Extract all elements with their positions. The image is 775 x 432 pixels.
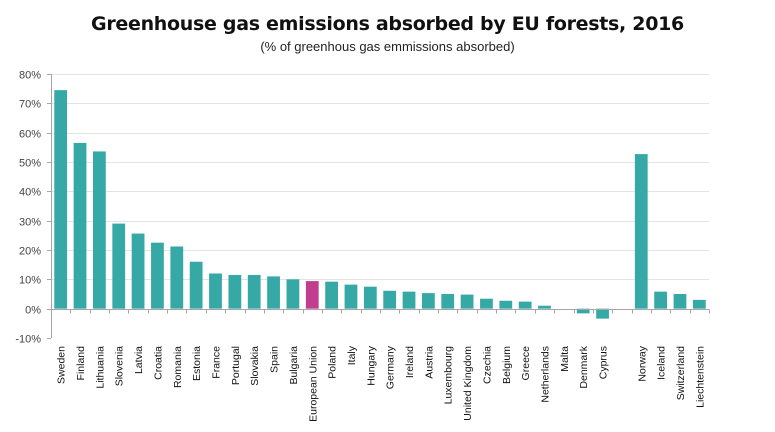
x-tick-label: Romania bbox=[172, 346, 184, 388]
chart-title: Greenhouse gas emissions absorbed by EU … bbox=[91, 13, 684, 35]
x-tick-label: Lithuania bbox=[94, 346, 106, 389]
bar-poland bbox=[325, 281, 339, 309]
x-tick-label: Hungary bbox=[365, 345, 377, 385]
y-tick-label: 70% bbox=[19, 99, 41, 111]
bar-switzerland bbox=[673, 294, 687, 309]
bar-bulgaria bbox=[286, 279, 300, 309]
bar-latvia bbox=[131, 233, 145, 309]
bar-portugal bbox=[228, 274, 242, 309]
x-tick-label: France bbox=[211, 346, 223, 379]
x-tick-label: Malta bbox=[559, 346, 571, 372]
bar-italy bbox=[344, 284, 358, 309]
y-tick-label: 20% bbox=[19, 246, 41, 258]
bar-finland bbox=[73, 142, 87, 309]
bar-austria bbox=[421, 293, 435, 309]
x-tick-label: Germany bbox=[385, 345, 397, 389]
bar-germany bbox=[383, 290, 397, 309]
bar-spain bbox=[267, 276, 280, 309]
bar-cyprus bbox=[596, 308, 609, 319]
y-tick-label: 40% bbox=[19, 187, 41, 199]
bar-united-kingdom bbox=[460, 294, 474, 309]
bar-liechtenstein bbox=[692, 299, 706, 309]
x-tick-label: Spain bbox=[269, 346, 281, 373]
x-tick-label: Slovakia bbox=[249, 346, 261, 386]
y-tick-label: 0% bbox=[25, 305, 41, 317]
bar-greece bbox=[518, 301, 532, 309]
x-tick-label: Czechia bbox=[481, 346, 493, 384]
bar-denmark bbox=[576, 308, 590, 314]
x-tick-label: Croatia bbox=[152, 346, 164, 380]
x-axis-ticks: Sweden Finland Lithuania Slovenia Latvia Croa… bbox=[56, 345, 707, 422]
x-tick-label: Bulgaria bbox=[288, 346, 300, 385]
bar-croatia bbox=[151, 242, 164, 309]
x-tick-label: Ireland bbox=[404, 346, 416, 378]
bar-belgium bbox=[499, 300, 513, 309]
gridlines bbox=[51, 74, 709, 280]
y-tick-label: -10% bbox=[15, 334, 41, 346]
bar-norway bbox=[634, 154, 648, 309]
bar-european-union bbox=[305, 281, 319, 309]
y-tick-label: 10% bbox=[19, 275, 41, 287]
x-tick-label: Latvia bbox=[133, 346, 145, 374]
bar-romania bbox=[170, 246, 184, 309]
bar-estonia bbox=[189, 261, 203, 309]
bar-slovenia bbox=[112, 223, 126, 309]
x-tick-label: Belgium bbox=[501, 346, 513, 384]
x-tick-label: Switzerland bbox=[675, 346, 687, 400]
x-tick-label: United Kingdom bbox=[462, 346, 474, 421]
x-tick-label: Luxembourg bbox=[443, 346, 455, 405]
x-tick-label: Liechtenstein bbox=[694, 346, 706, 408]
bar-czechia bbox=[480, 298, 493, 309]
x-tick-label: Italy bbox=[346, 345, 358, 365]
bar-sweden bbox=[54, 90, 68, 309]
y-tick-label: 30% bbox=[19, 217, 41, 229]
x-tick-label: Poland bbox=[327, 346, 339, 379]
x-tick-label: Netherlands bbox=[540, 346, 552, 403]
x-tick-label: Finland bbox=[75, 346, 87, 381]
y-tick-label: 50% bbox=[19, 158, 41, 170]
bar-luxembourg bbox=[441, 294, 455, 309]
bar-ireland bbox=[402, 291, 416, 309]
x-tick-label: Sweden bbox=[56, 346, 68, 384]
y-tick-label: 60% bbox=[19, 129, 41, 141]
x-tick-label: European Union bbox=[307, 346, 319, 422]
x-tick-label: Denmark bbox=[578, 345, 590, 388]
y-tick-label: 80% bbox=[19, 70, 41, 82]
bar-hungary bbox=[363, 286, 377, 309]
chart-subtitle: (% of greenhous gas emmissions absorbed) bbox=[260, 39, 515, 54]
x-tick-label: Iceland bbox=[656, 346, 668, 380]
x-tick-label: Portugal bbox=[230, 346, 242, 385]
bar-lithuania bbox=[92, 151, 106, 309]
bars bbox=[54, 90, 706, 319]
bar-france bbox=[209, 273, 222, 309]
x-tick-label: Norway bbox=[636, 345, 648, 381]
x-tick-label: Cyprus bbox=[598, 346, 610, 379]
x-tick-label: Greece bbox=[520, 346, 532, 381]
bar-slovakia bbox=[247, 274, 261, 309]
bar-netherlands bbox=[538, 305, 551, 309]
axes bbox=[47, 74, 710, 339]
x-tick-label: Estonia bbox=[191, 346, 203, 381]
y-axis-ticks: -10% 0% 10% 20% 30% 40% 50% 60% 70% 80% bbox=[15, 70, 41, 346]
bar-iceland bbox=[654, 291, 668, 309]
x-tick-label: Austria bbox=[423, 346, 435, 379]
x-tick-label: Slovenia bbox=[114, 346, 126, 386]
